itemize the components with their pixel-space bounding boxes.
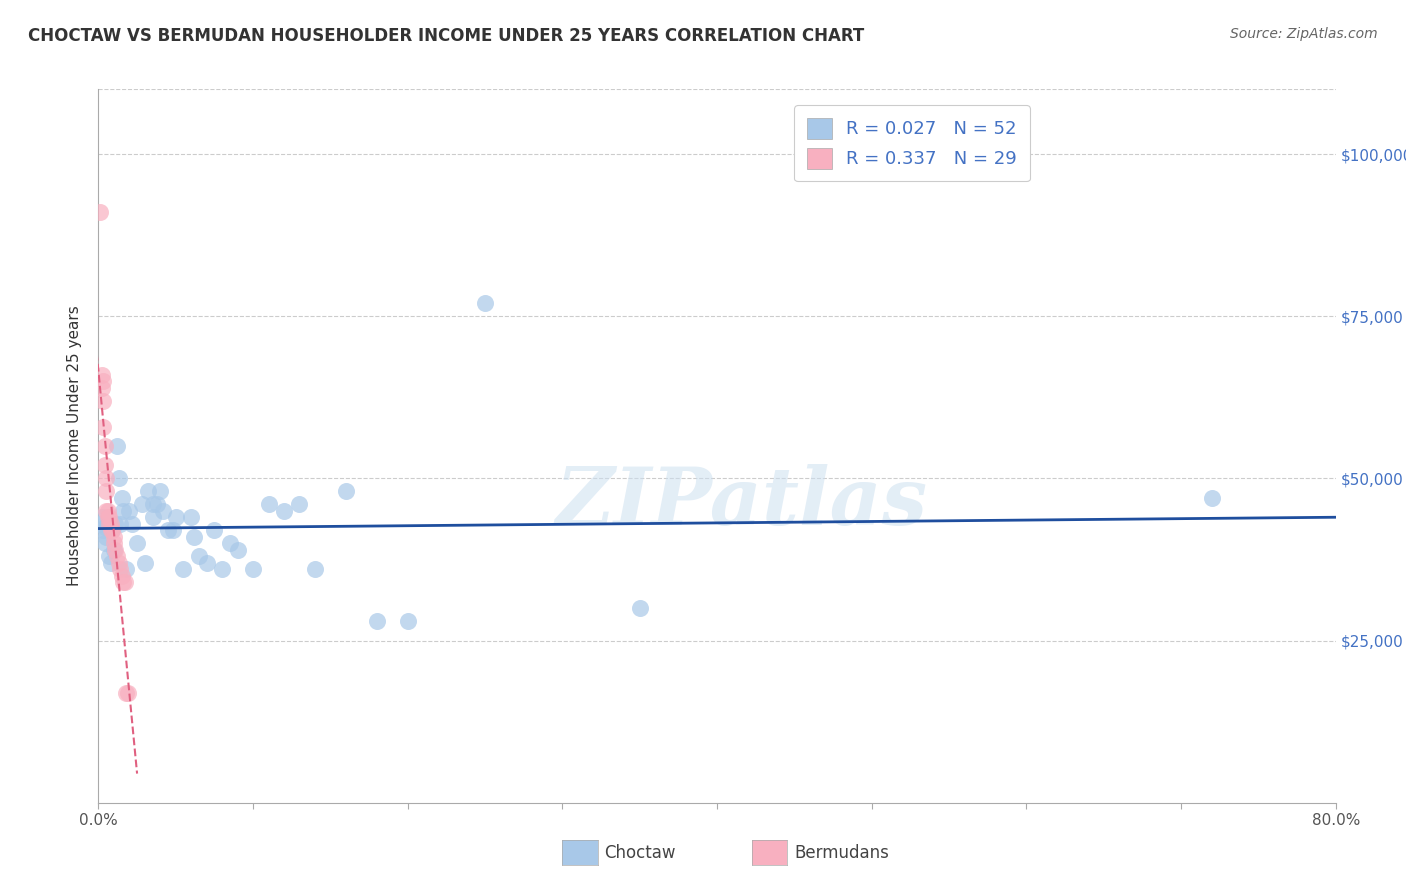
Point	[90, 368, 112, 382]
Point	[91, 374, 114, 388]
Point	[97, 516, 120, 531]
Point	[628, 601, 651, 615]
Point	[146, 497, 169, 511]
Y-axis label: Householder Income Under 25 years: Householder Income Under 25 years	[67, 306, 83, 586]
Point	[152, 504, 174, 518]
Point	[127, 536, 149, 550]
Text: Bermudans: Bermudans	[794, 844, 889, 862]
Point	[396, 614, 419, 628]
Point	[91, 419, 114, 434]
Point	[89, 516, 111, 531]
Point	[273, 504, 295, 518]
Point	[180, 510, 202, 524]
Point	[96, 504, 118, 518]
Point	[121, 516, 143, 531]
Point	[97, 504, 120, 518]
Point	[97, 510, 120, 524]
Point	[112, 504, 135, 518]
Point	[115, 562, 138, 576]
Point	[103, 536, 125, 550]
Point	[101, 524, 124, 538]
Point	[89, 205, 111, 219]
Point	[98, 549, 121, 564]
Point	[93, 439, 115, 453]
Point	[188, 549, 211, 564]
Point	[107, 556, 129, 570]
Point	[242, 562, 264, 576]
Point	[1201, 491, 1223, 505]
Point	[98, 510, 121, 524]
Point	[195, 556, 218, 570]
Point	[288, 497, 311, 511]
Point	[105, 439, 128, 453]
Point	[131, 497, 153, 511]
Point	[111, 568, 134, 582]
Point	[104, 542, 127, 557]
Point	[257, 497, 280, 511]
Point	[104, 516, 127, 531]
Point	[142, 497, 165, 511]
Point	[226, 542, 249, 557]
Point	[474, 296, 496, 310]
Text: ZIPatlas: ZIPatlas	[555, 465, 928, 541]
Point	[142, 510, 165, 524]
Point	[111, 491, 134, 505]
Point	[90, 510, 112, 524]
Point	[100, 516, 122, 531]
Point	[96, 530, 118, 544]
Point	[173, 562, 195, 576]
Text: Source: ZipAtlas.com: Source: ZipAtlas.com	[1230, 27, 1378, 41]
Point	[219, 536, 242, 550]
Point	[165, 510, 187, 524]
Point	[134, 556, 156, 570]
Point	[100, 556, 122, 570]
Point	[136, 484, 159, 499]
Point	[101, 524, 124, 538]
Point	[91, 393, 114, 408]
Point	[108, 516, 131, 531]
Point	[93, 520, 115, 534]
Point	[304, 562, 326, 576]
Point	[162, 524, 184, 538]
Point	[91, 524, 114, 538]
Point	[90, 381, 112, 395]
Point	[107, 471, 129, 485]
Point	[204, 524, 226, 538]
Point	[96, 484, 118, 499]
Point	[211, 562, 233, 576]
Point	[183, 530, 205, 544]
Point	[157, 524, 180, 538]
Text: Choctaw: Choctaw	[605, 844, 676, 862]
Point	[115, 685, 138, 699]
Point	[93, 536, 115, 550]
Text: CHOCTAW VS BERMUDAN HOUSEHOLDER INCOME UNDER 25 YEARS CORRELATION CHART: CHOCTAW VS BERMUDAN HOUSEHOLDER INCOME U…	[28, 27, 865, 45]
Point	[108, 562, 131, 576]
Legend: R = 0.027   N = 52, R = 0.337   N = 29: R = 0.027 N = 52, R = 0.337 N = 29	[794, 105, 1029, 181]
Point	[93, 458, 115, 473]
Point	[103, 542, 125, 557]
Point	[98, 516, 121, 531]
Point	[118, 504, 141, 518]
Point	[117, 685, 139, 699]
Point	[114, 575, 136, 590]
Point	[149, 484, 172, 499]
Point	[335, 484, 357, 499]
Point	[112, 575, 135, 590]
Point	[100, 524, 122, 538]
Point	[103, 530, 125, 544]
Point	[96, 471, 118, 485]
Point	[366, 614, 388, 628]
Point	[105, 549, 128, 564]
